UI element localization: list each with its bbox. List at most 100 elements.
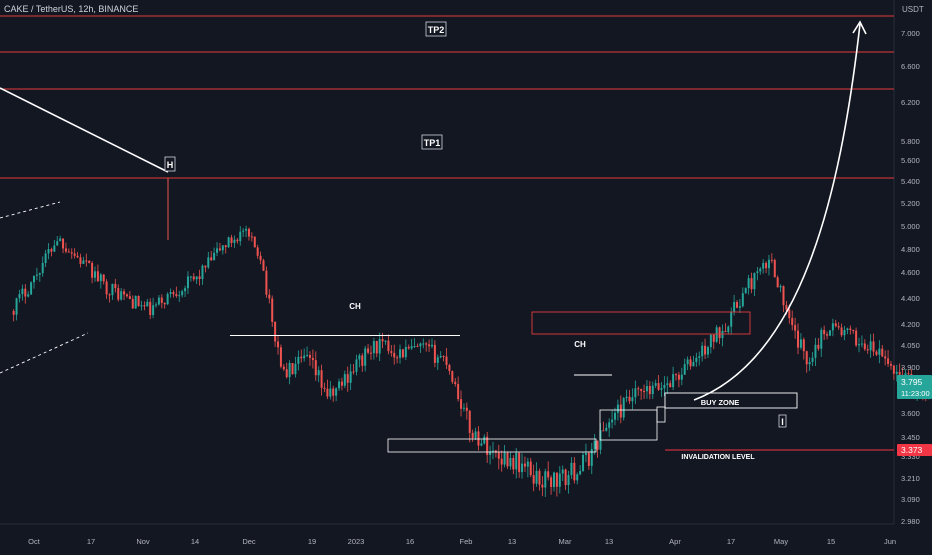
price-tick-label: 4.400 (901, 294, 920, 303)
candle-body (207, 257, 210, 268)
candle-body (303, 355, 306, 359)
candle-body (526, 461, 529, 467)
candle-body (672, 374, 675, 388)
candle-body (204, 265, 207, 268)
candle-body (852, 330, 855, 332)
candle-body (218, 248, 221, 251)
time-tick-label: 17 (727, 537, 735, 546)
candle-body (265, 270, 268, 295)
cursor-label: I (781, 417, 784, 427)
candle-body (802, 339, 805, 352)
candle-body (616, 404, 619, 413)
candle-body (855, 330, 858, 346)
projection-curve (693, 23, 861, 401)
candle-body (236, 239, 239, 242)
candle-body (175, 294, 178, 297)
downtrend-line (0, 87, 169, 173)
candle-body (614, 412, 616, 420)
candle-body (483, 436, 486, 444)
candle-body (547, 471, 550, 478)
candle-body (111, 283, 114, 296)
candle-body (570, 462, 573, 476)
candle-body (872, 341, 875, 352)
candle-body (799, 339, 802, 348)
candle-body (611, 419, 614, 423)
candle-body (727, 326, 730, 333)
candle-body (146, 301, 149, 307)
candle-body (401, 349, 404, 358)
candle-body (820, 329, 823, 349)
candle-body (741, 293, 744, 307)
candle-body (826, 334, 829, 336)
time-tick-label: 19 (308, 537, 316, 546)
candles-layer (12, 178, 932, 497)
time-tick-label: May (774, 537, 788, 546)
candle-body (189, 276, 192, 278)
price-tick-label: 3.450 (901, 433, 920, 442)
candle-body (128, 296, 131, 299)
candle-body (436, 357, 439, 363)
candle-body (445, 356, 448, 365)
candle-body (88, 260, 91, 263)
candle-body (346, 374, 349, 383)
candle-body (698, 356, 701, 358)
candle-body (895, 371, 898, 374)
time-tick-label: Oct (28, 537, 41, 546)
candle-body (210, 257, 213, 261)
time-tick-label: 16 (406, 537, 414, 546)
candle-body (840, 327, 843, 336)
candle-body (201, 265, 204, 280)
candle-body (695, 357, 698, 363)
candle-body (250, 236, 253, 238)
candle-body (576, 474, 579, 481)
candle-body (907, 373, 910, 375)
candle-body (675, 374, 678, 376)
candle-body (70, 252, 73, 254)
candle-body (30, 282, 33, 295)
candle-body (102, 274, 105, 282)
candle-body (27, 294, 30, 297)
candle-body (776, 277, 779, 288)
candle-body (323, 387, 326, 389)
candle-body (300, 356, 303, 359)
candle-body (274, 321, 277, 342)
candle-body (216, 248, 219, 253)
candle-body (730, 311, 733, 327)
candle-body (785, 305, 788, 310)
candle-body (186, 276, 189, 289)
candle-body (416, 346, 419, 348)
candle-body (282, 366, 285, 370)
price-tick-label: 5.800 (901, 137, 920, 146)
tp2-label: TP2 (428, 25, 445, 35)
candle-body (291, 363, 294, 375)
candle-body (442, 356, 445, 358)
price-tick-label: 5.200 (901, 199, 920, 208)
candle-body (172, 292, 175, 295)
candle-body (454, 381, 457, 385)
candle-body (245, 228, 248, 231)
time-tick-label: 14 (191, 537, 199, 546)
candle-body (288, 363, 291, 378)
time-tick-label: Jun (884, 537, 896, 546)
candle-body (108, 294, 111, 296)
candle-body (242, 230, 245, 232)
candle-body (584, 453, 587, 455)
candle-body (733, 302, 736, 312)
candle-body (651, 385, 654, 395)
candle-body (378, 339, 381, 354)
candle-body (619, 404, 622, 418)
candle-body (718, 327, 721, 339)
candle-body (79, 257, 82, 264)
candle-body (724, 330, 727, 333)
candle-body (529, 461, 532, 476)
candle-body (823, 329, 826, 335)
candle-body (817, 344, 820, 349)
candle-body (64, 248, 67, 252)
candle-body (637, 388, 640, 390)
candle-body (285, 369, 288, 378)
candle-body (486, 436, 489, 455)
time-tick-label: Mar (559, 537, 572, 546)
candle-body (381, 339, 384, 342)
candle-body (413, 346, 416, 348)
